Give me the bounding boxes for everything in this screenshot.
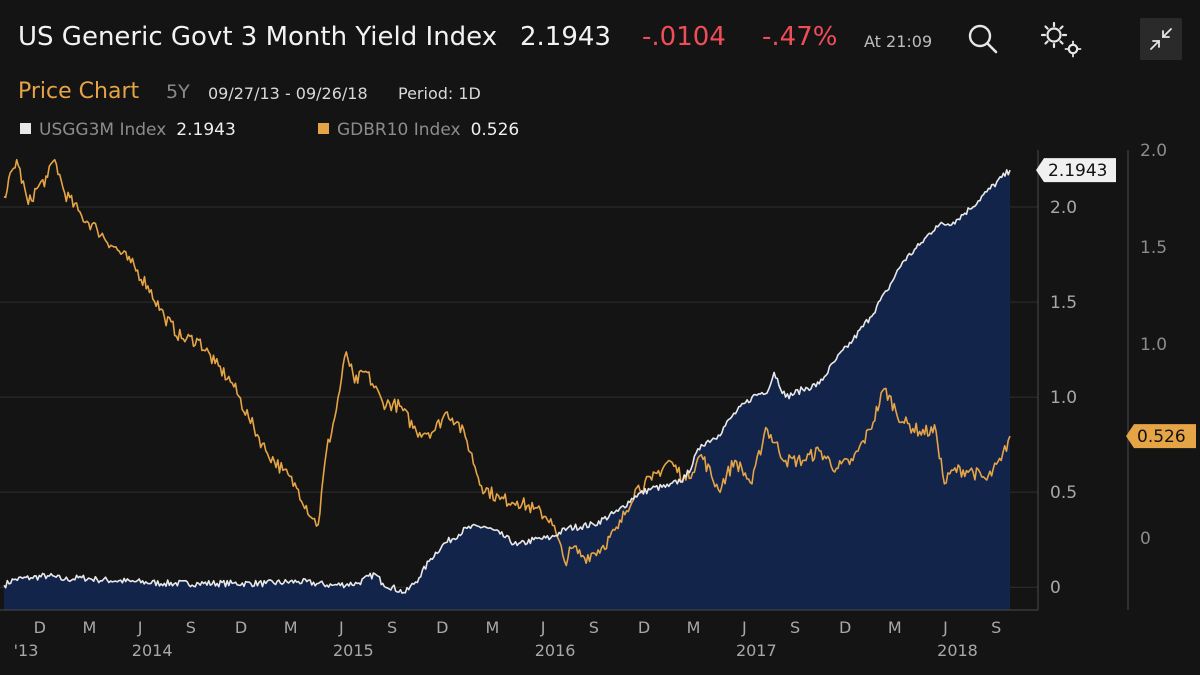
- x-axis-tick-label: M: [485, 618, 499, 637]
- x-axis-tick-label: M: [687, 618, 701, 637]
- x-axis-year-label: 2016: [535, 641, 576, 660]
- legend-series-name: GDBR10 Index: [337, 120, 461, 140]
- right-axis-tick-label: 1.5: [1140, 238, 1167, 258]
- left-axis-tick-label: 1.0: [1050, 388, 1077, 408]
- x-axis-tick-label: D: [839, 618, 851, 637]
- right-axis-tick-label: 2.0: [1140, 141, 1167, 161]
- legend-swatch: [20, 123, 31, 134]
- collapse-icon: [1150, 28, 1172, 50]
- x-axis-tick-label: M: [284, 618, 298, 637]
- x-axis-year-label: 2014: [132, 641, 173, 660]
- date-range: 09/27/13 - 09/26/18: [208, 84, 368, 103]
- chart-legend: USGG3M Index 2.1943 GDBR10 Index 0.526: [20, 120, 720, 144]
- search-icon[interactable]: [966, 22, 1000, 56]
- last-value-label-usgg3m: 2.1943: [1048, 161, 1107, 181]
- last-value-badge-usgg3m: [1036, 158, 1116, 183]
- header-bar: US Generic Govt 3 Month Yield Index 2.19…: [0, 0, 1200, 76]
- x-axis-year-label: 2015: [333, 641, 374, 660]
- legend-item-usgg3m[interactable]: USGG3M Index 2.1943: [20, 120, 236, 140]
- legend-series-name: USGG3M Index: [39, 120, 167, 140]
- percent-change: -.47%: [762, 22, 838, 52]
- legend-swatch: [318, 123, 329, 134]
- x-axis-tick-label: J: [942, 618, 948, 637]
- left-axis-tick-label: 1.5: [1050, 293, 1077, 313]
- x-axis-year-label: '13: [14, 641, 39, 660]
- last-price: 2.1943: [520, 22, 611, 52]
- x-axis-tick-label: D: [436, 618, 448, 637]
- legend-item-gdbr10[interactable]: GDBR10 Index 0.526: [318, 120, 519, 140]
- x-axis-tick-label: S: [991, 618, 1001, 637]
- x-axis-tick-label: S: [589, 618, 599, 637]
- left-axis-tick-label: 0.5: [1050, 483, 1077, 503]
- right-axis-tick-label: 0: [1140, 529, 1151, 549]
- last-value-badge-gdbr10: [1126, 424, 1196, 449]
- x-axis-tick-label: D: [638, 618, 650, 637]
- series-line-gdbr10[interactable]: [3, 158, 1011, 567]
- update-time: At 21:09: [864, 32, 933, 51]
- x-axis-tick-label: D: [34, 618, 46, 637]
- collapse-button[interactable]: [1140, 18, 1182, 60]
- x-axis-tick-label: J: [338, 618, 344, 637]
- x-axis-year-label: 2018: [937, 641, 978, 660]
- x-axis-year-label: 2017: [736, 641, 777, 660]
- left-axis-tick-label: 2.0: [1050, 198, 1077, 218]
- x-axis-tick-label: S: [186, 618, 196, 637]
- x-axis-tick-label: S: [387, 618, 397, 637]
- x-axis-tick-label: J: [741, 618, 747, 637]
- net-change: -.0104: [642, 22, 726, 52]
- period-label: Period: 1D: [398, 84, 481, 103]
- chart-subheader: Price Chart 5Y 09/27/13 - 09/26/18 Perio…: [18, 79, 718, 106]
- x-axis-tick-label: J: [540, 618, 546, 637]
- right-axis-tick-label: 1.0: [1140, 335, 1167, 355]
- period-5y-button[interactable]: 5Y: [166, 81, 190, 103]
- area-usgg3m: [4, 169, 1010, 610]
- last-value-label-gdbr10: 0.526: [1137, 427, 1186, 447]
- gear-icon[interactable]: [1038, 20, 1086, 60]
- legend-series-value: 2.1943: [176, 120, 236, 140]
- x-axis-tick-label: M: [888, 618, 902, 637]
- price-chart-label: Price Chart: [18, 79, 140, 104]
- security-title: US Generic Govt 3 Month Yield Index: [18, 22, 498, 52]
- series-line-usgg3m[interactable]: [3, 169, 1011, 594]
- x-axis-tick-label: M: [83, 618, 97, 637]
- legend-series-value: 0.526: [470, 120, 520, 140]
- left-axis-tick-label: 0: [1050, 578, 1061, 598]
- x-axis-tick-label: D: [235, 618, 247, 637]
- x-axis-tick-label: J: [137, 618, 143, 637]
- x-axis-tick-label: S: [790, 618, 800, 637]
